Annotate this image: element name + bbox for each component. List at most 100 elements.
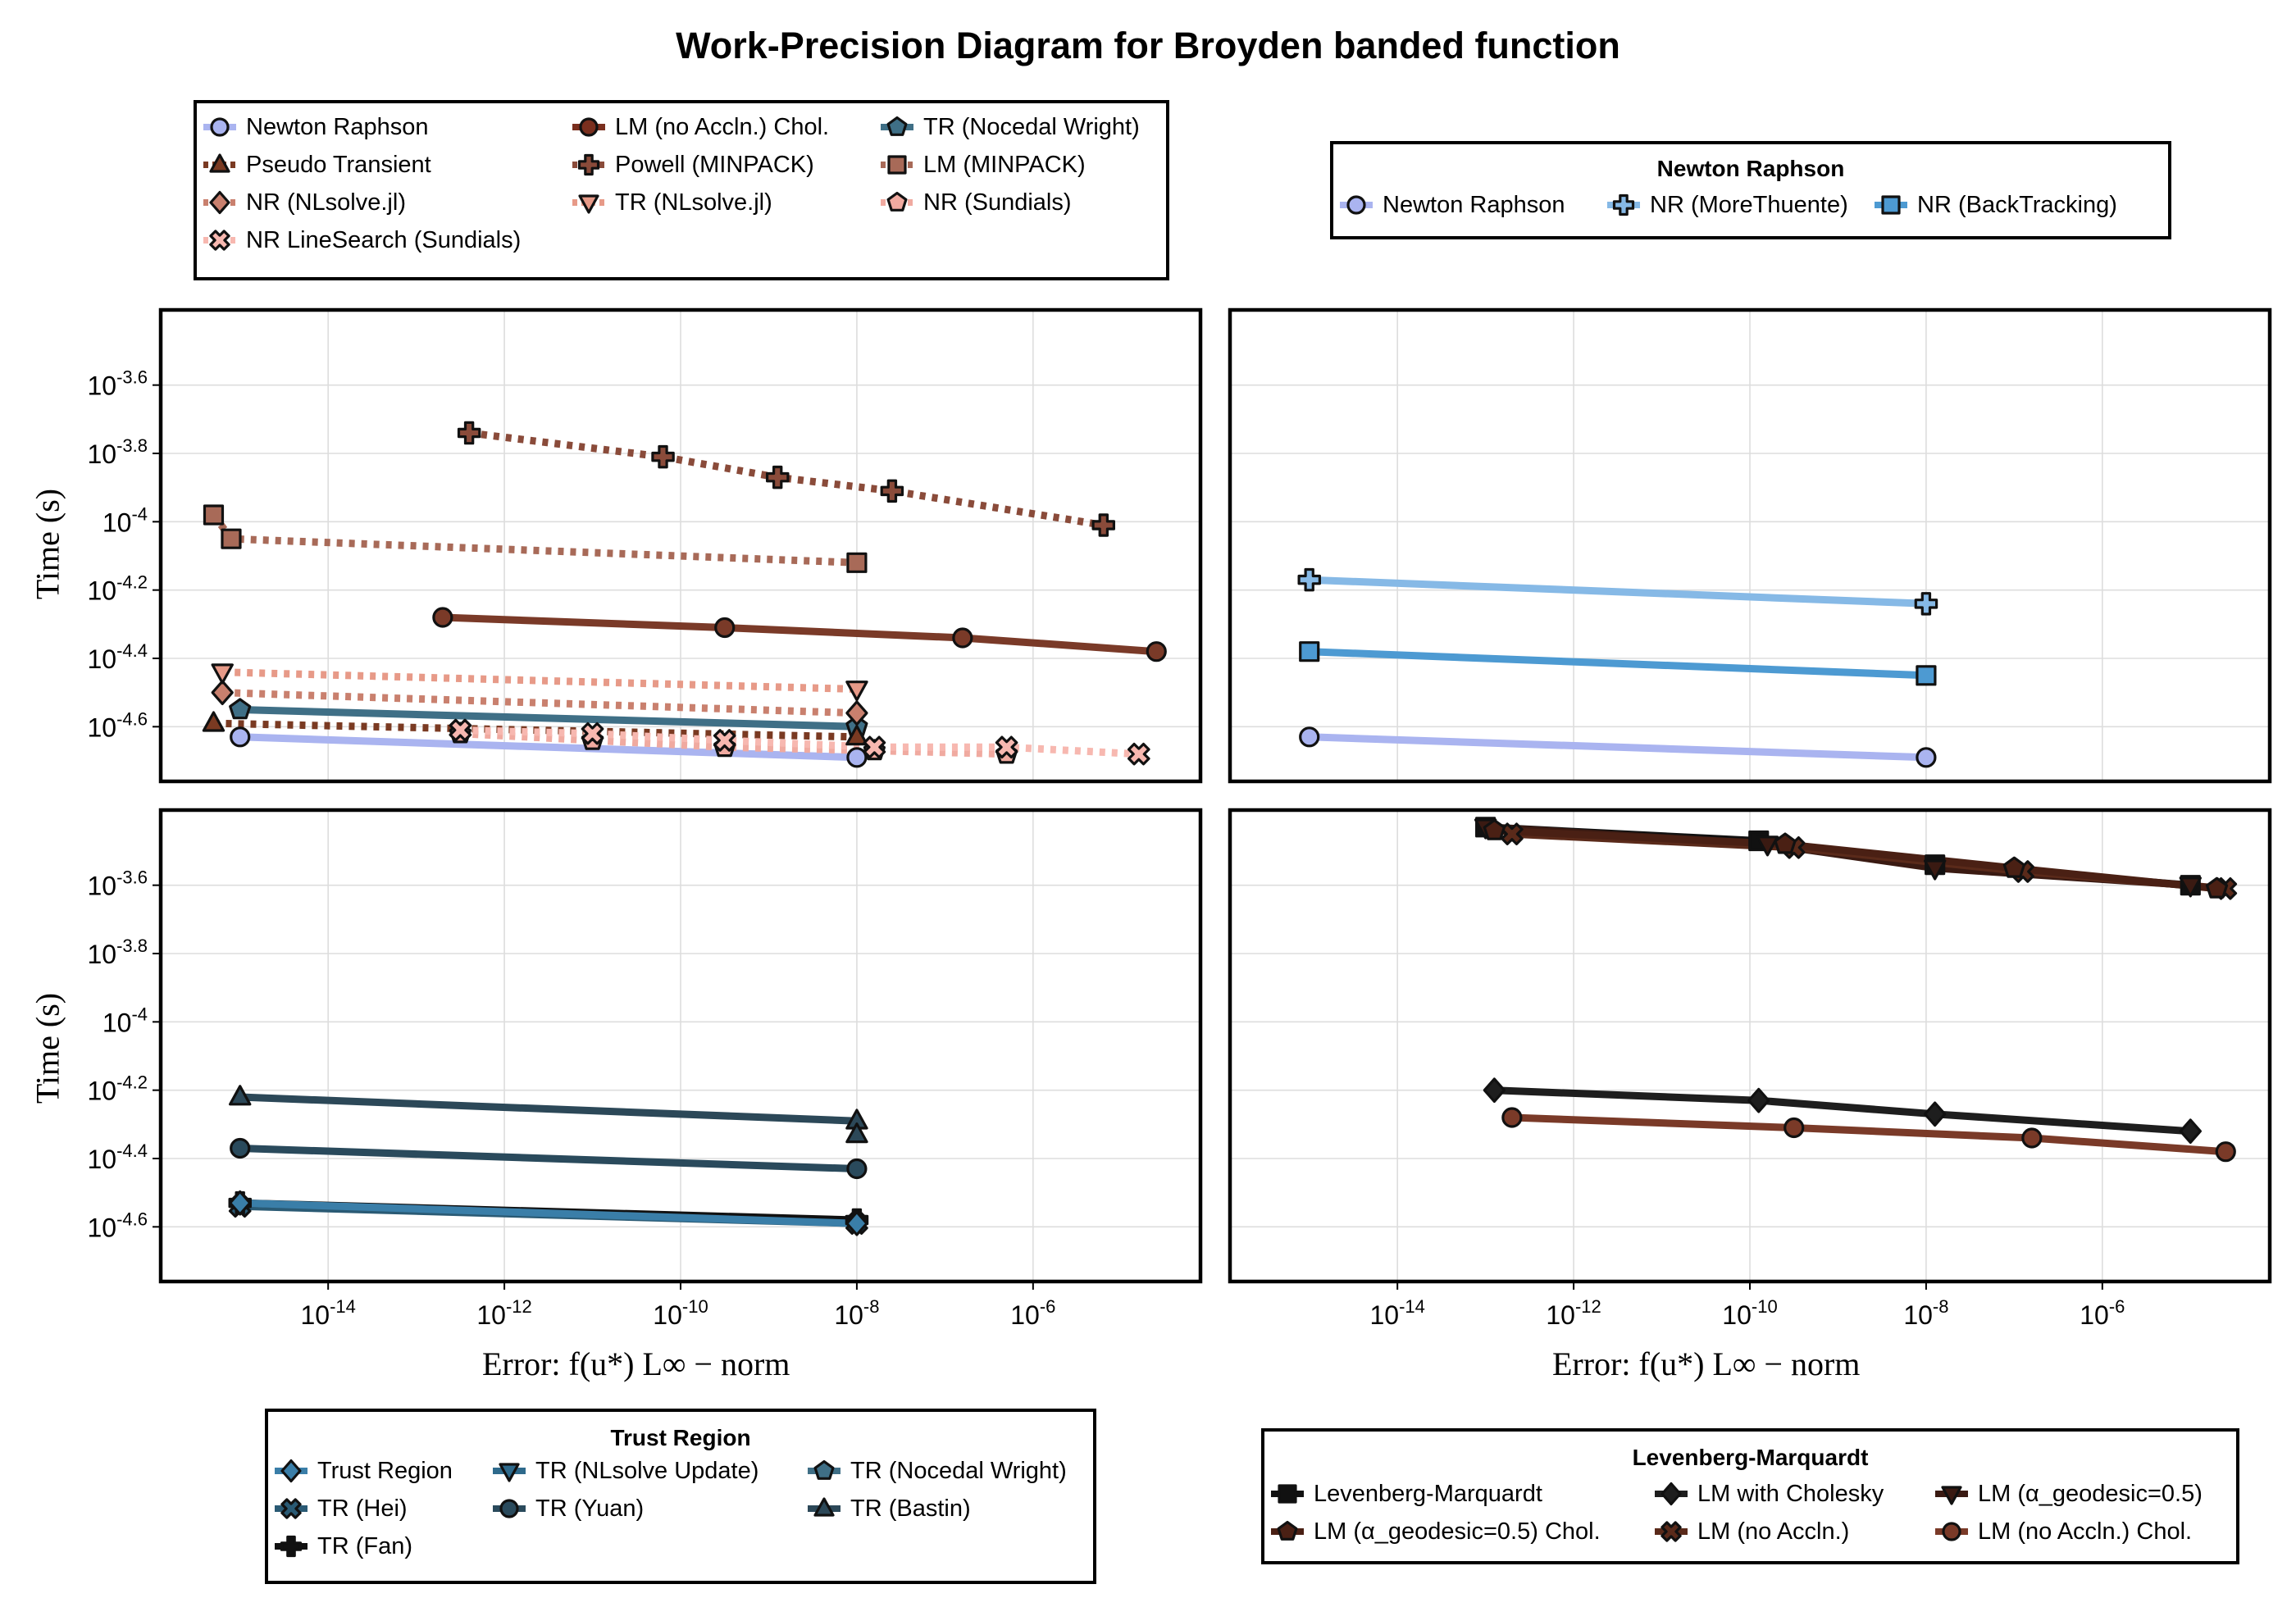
panel-bottom-right: 10-14 10-12 10-10 10-8 10-6	[1228, 808, 2272, 1330]
series-line-lm-with-cholesky	[1490, 1086, 2194, 1136]
series-line-nr-backtracking-	[1305, 648, 1930, 680]
series-line-trust-region	[236, 1199, 861, 1227]
data-point	[713, 729, 736, 752]
legend-swatch	[203, 153, 236, 173]
legend-item-label: Newton Raphson	[1383, 191, 1565, 218]
data-point	[952, 627, 973, 649]
y-tick-label: 10-3.6	[87, 367, 148, 401]
y-tick-label: 10-4	[102, 1004, 148, 1037]
legend-item-label: Levenberg-Marquardt	[1314, 1480, 1542, 1507]
y-tick-label: 10-4.4	[87, 1140, 148, 1174]
data-point	[1923, 1101, 1947, 1127]
x-tick-label: 10-10	[1722, 1296, 1777, 1330]
legend-item: LM (α_geodesic=0.5)	[1934, 1477, 2203, 1510]
x-axis-label-left: Error: f(u*) L∞ − norm	[482, 1345, 790, 1382]
data-point	[1483, 818, 1506, 840]
legend-swatch	[1875, 195, 1907, 215]
legend-item-label: Pseudo Transient	[246, 151, 431, 178]
legend-item: LM (MINPACK)	[879, 148, 1086, 181]
data-point	[221, 528, 242, 549]
data-point	[845, 681, 868, 702]
legend-item: TR (Yuan)	[491, 1492, 644, 1525]
y-tick-label: 10-3.6	[87, 867, 148, 901]
legend-item-label: Newton Raphson	[246, 113, 429, 140]
data-point	[1299, 726, 1320, 748]
legend-item-label: LM with Cholesky	[1697, 1480, 1884, 1507]
data-point	[995, 735, 1018, 759]
data-point	[1916, 665, 1937, 686]
y-tick-label: 10-4.4	[87, 640, 148, 674]
x-tick-label: 10-14	[1369, 1296, 1424, 1330]
legend-swatch	[881, 116, 913, 136]
data-point	[1923, 859, 1947, 881]
data-point	[1127, 742, 1150, 766]
data-point	[1091, 513, 1116, 537]
panel-top-left: 10-3.6 10-3.8 10-4 10-4.2 10-4.4 10-4.6	[87, 307, 1203, 784]
y-tick-label: 10-4	[102, 503, 148, 537]
data-point	[2215, 1141, 2236, 1163]
y-tick-label: 10-4.2	[87, 1072, 148, 1106]
legend-trust-region: Trust Region Trust Region TR (NLsolve Upd…	[265, 1409, 1096, 1584]
data-point	[845, 725, 868, 746]
legend-item: TR (NLsolve Update)	[491, 1454, 758, 1487]
legend-item-label: TR (Yuan)	[535, 1495, 645, 1522]
legend-swatch	[572, 117, 605, 137]
data-point	[203, 504, 225, 526]
y-tick-label: 10-3.8	[87, 936, 148, 969]
data-point	[2021, 1127, 2043, 1149]
legend-swatch	[203, 117, 236, 137]
x-tick-label: 10-6	[2080, 1296, 2125, 1330]
y-tick-label: 10-4.2	[87, 572, 148, 606]
legend-item: Powell (MINPACK)	[571, 148, 814, 181]
legend-item: TR (Nocedal Wright)	[879, 111, 1140, 143]
legend-item-label: LM (α_geodesic=0.5) Chol.	[1314, 1518, 1601, 1545]
legend-levenberg-marquardt: Levenberg-Marquardt Levenberg-Marquardt L…	[1261, 1428, 2239, 1564]
data-point	[1501, 822, 1524, 846]
data-point	[1916, 747, 1937, 768]
legend-item: TR (Fan)	[273, 1530, 412, 1563]
data-point	[846, 552, 868, 573]
data-point	[211, 680, 234, 706]
figure-title: Work-Precision Diagram for Broyden bande…	[676, 25, 1620, 66]
data-point	[1784, 1117, 1805, 1139]
legend-swatch	[881, 191, 913, 212]
legend-item-label: NR (Sundials)	[923, 189, 1072, 216]
legend-item: TR (Hei)	[273, 1492, 408, 1525]
legend-item: TR (Nocedal Wright)	[806, 1454, 1067, 1487]
x-axis-label-right: Error: f(u*) L∞ − norm	[1552, 1345, 1861, 1382]
legend-item: TR (Bastin)	[806, 1492, 971, 1525]
legend-swatch	[808, 1497, 840, 1517]
legend-title: Newton Raphson	[1656, 156, 1845, 181]
data-point	[1914, 592, 1938, 616]
data-point	[1146, 641, 1167, 662]
legend-item: LM with Cholesky	[1653, 1477, 1884, 1510]
legend-item-label: TR (NLsolve Update)	[535, 1457, 759, 1484]
y-axis-label-top: Time (s)	[29, 488, 66, 600]
x-tick-label: 10-8	[834, 1296, 879, 1330]
data-point	[2205, 876, 2229, 899]
x-tick-label: 10-14	[300, 1296, 355, 1330]
legend-item: LM (no Accln.) Chol.	[571, 111, 829, 143]
legend-item-label: LM (α_geodesic=0.5)	[1978, 1480, 2203, 1507]
series-line-newton-raphson	[236, 733, 861, 762]
data-point	[230, 726, 251, 748]
legend-item: NR (MoreThuente)	[1606, 189, 1848, 221]
data-point	[846, 1158, 868, 1180]
legend-item-label: TR (Fan)	[317, 1532, 412, 1559]
data-point	[457, 421, 481, 445]
data-point	[1747, 1087, 1770, 1113]
legend-item: Levenberg-Marquardt	[1269, 1477, 1542, 1510]
data-point	[229, 1085, 252, 1106]
legend-item-label: NR (BackTracking)	[1917, 191, 2117, 218]
legend-swatch	[808, 1459, 840, 1480]
legend-item-label: TR (Nocedal Wright)	[850, 1457, 1067, 1484]
legend-swatch	[275, 1498, 308, 1519]
legend-swatch	[1655, 1482, 1688, 1506]
data-point	[846, 747, 868, 768]
legend-swatch	[881, 155, 913, 175]
legend-title: Levenberg-Marquardt	[1632, 1445, 1869, 1470]
series-line-nr-linesearch-sundials-	[460, 726, 1140, 758]
legend-swatch	[572, 194, 605, 214]
legend-top-left: Newton Raphson LM (no Accln.) Chol. TR (No…	[194, 100, 1169, 280]
data-point	[211, 663, 234, 685]
